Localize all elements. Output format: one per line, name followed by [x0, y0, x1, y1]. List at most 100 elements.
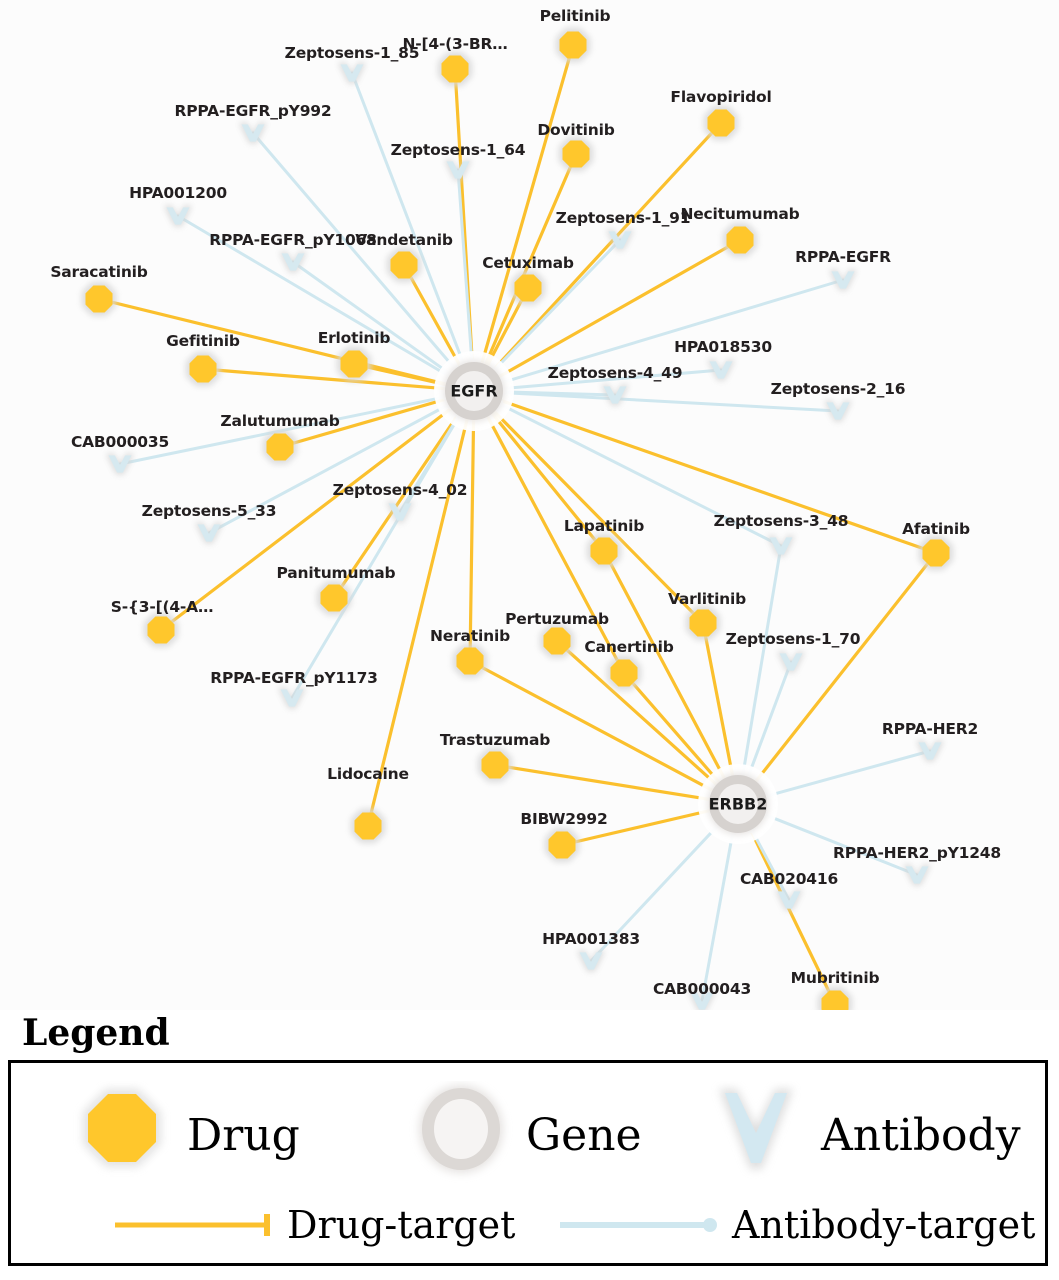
gene-label-egfr: EGFR — [450, 381, 498, 401]
antibody-label-11: Zeptosens-4_02 — [332, 481, 468, 499]
drug-label-18: Canertinib — [584, 638, 674, 656]
drug-node[interactable] — [511, 271, 545, 305]
gene-ring-icon — [419, 1085, 503, 1173]
drug-node[interactable] — [144, 613, 178, 647]
drug-node[interactable] — [263, 430, 297, 464]
antibody-node[interactable] — [239, 122, 267, 144]
antibody-label-13: Zeptosens-3_48 — [713, 512, 849, 530]
legend-label-drug-target: Drug-target — [287, 1203, 516, 1247]
antibody-node[interactable] — [606, 229, 634, 251]
drug-node[interactable] — [919, 536, 953, 570]
drug-node[interactable] — [587, 534, 621, 568]
drug-label-16: Varlitinib — [667, 590, 747, 608]
drug-label-5: Vandetanib — [355, 231, 453, 249]
drug-node[interactable] — [82, 282, 116, 316]
legend-label-drug: Drug — [187, 1110, 300, 1161]
antibody-label-0: Zeptosens-1_85 — [284, 44, 420, 62]
drug-label-13: Lidocaine — [327, 765, 409, 783]
drug-node[interactable] — [607, 656, 641, 690]
drug-node[interactable] — [351, 809, 385, 843]
drug-node[interactable] — [540, 624, 574, 658]
drug-octagon-icon — [83, 1089, 161, 1167]
drug-label-10: Zalutumumab — [220, 412, 340, 430]
drug-label-14: Afatinib — [902, 520, 970, 538]
legend-box: Drug Gene Antibody Drug-target — [8, 1060, 1048, 1266]
drug-label-6: Cetuximab — [482, 254, 574, 272]
legend-panel: Legend Drug Gene Antibody — [0, 1010, 1059, 1280]
edge-layer — [97, 43, 938, 1006]
legend-item-antibody-target: Antibody-target — [556, 1206, 1035, 1244]
antibody-node[interactable] — [444, 159, 472, 181]
drug-node[interactable] — [337, 347, 371, 381]
drug-node[interactable] — [545, 828, 579, 862]
antibody-node[interactable] — [824, 400, 852, 422]
drug-label-2: Flavopiridol — [670, 88, 772, 106]
drug-label-22: Mubritinib — [790, 969, 880, 987]
drug-label-21: BIBW2992 — [520, 810, 608, 828]
drug-node[interactable] — [317, 581, 351, 615]
gene-node-erbb2[interactable] — [698, 764, 778, 844]
legend-item-drug: Drug — [67, 1081, 300, 1191]
drug-label-1: Pelitinib — [539, 7, 611, 25]
drug-node[interactable] — [453, 644, 487, 678]
antibody-node[interactable] — [106, 453, 134, 475]
legend-label-antibody-target: Antibody-target — [732, 1203, 1036, 1247]
legend-item-antibody: Antibody — [701, 1081, 1021, 1191]
antibody-label-17: RPPA-HER2_pY1248 — [833, 844, 1001, 862]
drug-node[interactable] — [478, 748, 512, 782]
drug-label-8: Gefitinib — [166, 332, 240, 350]
antibody-node[interactable] — [279, 251, 307, 273]
antibody-node[interactable] — [688, 990, 716, 1010]
gene-label-erbb2: ERBB2 — [708, 794, 768, 814]
drug-node[interactable] — [818, 987, 852, 1010]
drug-target-edge-icon — [115, 1214, 270, 1236]
legend-title: Legend — [22, 1012, 170, 1054]
drug-label-20: Trastuzumab — [439, 731, 551, 749]
antibody-label-2: Zeptosens-1_64 — [390, 141, 526, 159]
antibody-node[interactable] — [903, 864, 931, 886]
antibody-label-4: Zeptosens-1_91 — [555, 209, 691, 227]
drug-label-3: Dovitinib — [537, 121, 615, 139]
antibody-label-20: CAB000043 — [652, 980, 752, 998]
drug-label-11: Panitumumab — [276, 564, 396, 582]
gene-node-egfr[interactable] — [434, 351, 514, 431]
antibody-label-12: Zeptosens-5_33 — [141, 502, 277, 520]
antibody-label-6: RPPA-EGFR — [795, 248, 891, 266]
antibody-node[interactable] — [386, 501, 414, 523]
drug-label-4: Necitumumab — [680, 205, 800, 223]
antibody-node[interactable] — [195, 522, 223, 544]
drug-node[interactable] — [186, 352, 220, 386]
drug-node[interactable] — [387, 248, 421, 282]
network-graph-canvas: N-[4-(3-BR… Pelitinib Flavopiridol Dovitini… — [50, 7, 1002, 1010]
antibody-node[interactable] — [777, 651, 805, 673]
antibody-label-19: HPA001383 — [542, 930, 640, 948]
drug-label-7: Saracatinib — [50, 263, 148, 281]
drug-node[interactable] — [559, 137, 593, 171]
drug-node[interactable] — [556, 28, 590, 62]
antibody-node[interactable] — [707, 359, 735, 381]
legend-item-gene: Gene — [406, 1081, 642, 1191]
drug-node[interactable] — [686, 606, 720, 640]
antibody-chevron-icon — [719, 1089, 793, 1169]
drug-label-15: Lapatinib — [563, 517, 645, 535]
antibody-label-1: RPPA-EGFR_pY992 — [174, 102, 332, 120]
antibody-label-5: RPPA-EGFR_pY1068 — [209, 231, 377, 249]
antibody-node[interactable] — [601, 384, 629, 406]
antibody-node[interactable] — [278, 687, 306, 709]
drug-node[interactable] — [704, 106, 738, 140]
antibody-label-7: HPA018530 — [674, 338, 772, 356]
antibody-node[interactable] — [767, 535, 795, 557]
drug-node[interactable] — [438, 52, 472, 86]
antibody-label-8: Zeptosens-4_49 — [547, 364, 683, 382]
antibody-label-10: CAB000035 — [70, 433, 170, 451]
antibody-node[interactable] — [338, 62, 366, 84]
legend-label-antibody: Antibody — [821, 1110, 1021, 1161]
antibody-node[interactable] — [577, 950, 605, 972]
antibody-node[interactable] — [164, 205, 192, 227]
antibody-node[interactable] — [775, 889, 803, 911]
antibody-node[interactable] — [916, 740, 944, 762]
drug-node[interactable] — [723, 223, 757, 257]
legend-label-gene: Gene — [526, 1110, 642, 1161]
antibody-node[interactable] — [829, 269, 857, 291]
antibody-label-3: HPA001200 — [129, 184, 227, 202]
